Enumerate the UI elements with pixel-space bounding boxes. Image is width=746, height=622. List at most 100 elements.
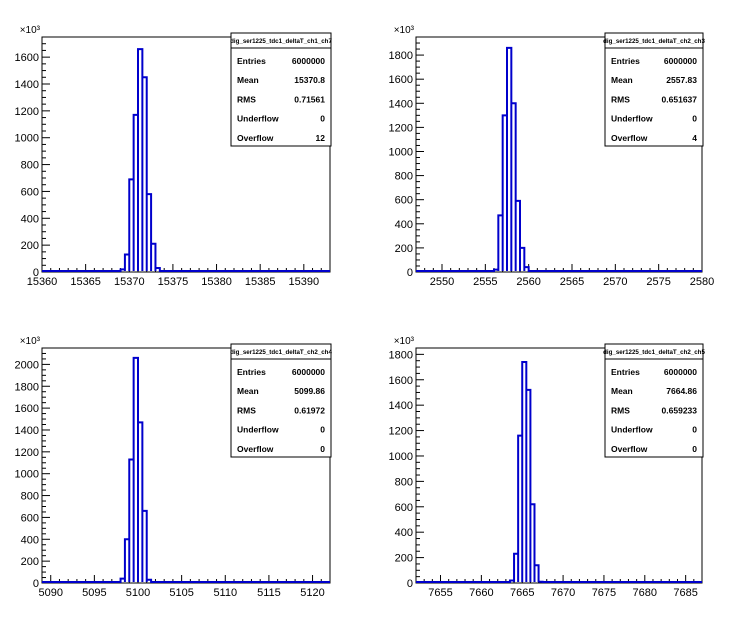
stat-label: Mean	[237, 75, 259, 85]
y-tick-label: 0	[407, 578, 413, 590]
y-tick-label: 0	[407, 267, 413, 279]
y-tick-label: 600	[21, 512, 39, 524]
stat-value: 0.659233	[662, 405, 698, 415]
x-tick-label: 15385	[245, 276, 276, 288]
y-tick-label: 1800	[389, 349, 413, 361]
stats-box: dig_ser1225_tdc1_deltaT_ch2_ch5 Entries 60…	[603, 343, 705, 458]
stat-value: 0	[320, 444, 325, 454]
stat-value: 0	[320, 114, 325, 124]
y-tick-label: 1000	[15, 469, 39, 481]
stat-value: 0	[320, 425, 325, 435]
stat-label: Mean	[611, 386, 633, 396]
y-tick-label: 1400	[389, 400, 413, 412]
y-tick-label: 800	[21, 160, 39, 172]
y-tick-label: 200	[21, 556, 39, 568]
histogram-outline	[416, 46, 702, 272]
x-tick-label: 2560	[516, 276, 540, 288]
stat-label: Underflow	[611, 114, 653, 124]
y-tick-label: 1400	[15, 425, 39, 437]
x-tick-label: 5095	[82, 587, 106, 599]
y-tick-label: 800	[21, 491, 39, 503]
x-tick-label: 7670	[551, 587, 575, 599]
y-tick-label: 1800	[15, 381, 39, 393]
stat-label: Overflow	[611, 444, 648, 454]
x-tick-label: 5115	[257, 587, 281, 599]
stat-label: RMS	[237, 94, 256, 104]
x-tick-label: 7685	[673, 587, 697, 599]
histogram-title: dig_ser1225_tdc1_deltaT_ch1_ch7	[230, 38, 332, 45]
x-tick-label: 7680	[633, 587, 657, 599]
stat-value: 15370.8	[294, 75, 325, 85]
y-multiplier-label: ×10³	[20, 25, 41, 36]
y-tick-label: 1800	[389, 50, 413, 62]
histogram-outline	[416, 360, 702, 583]
x-tick-label: 5105	[169, 587, 193, 599]
stat-value: 12	[316, 133, 326, 143]
y-tick-label: 1000	[389, 146, 413, 158]
y-tick-label: 1600	[15, 52, 39, 64]
y-tick-label: 200	[395, 243, 413, 255]
stat-value: 6000000	[292, 367, 325, 377]
y-tick-label: 600	[395, 502, 413, 514]
x-tick-label: 2565	[560, 276, 584, 288]
y-tick-label: 1000	[15, 133, 39, 145]
y-tick-label: 1400	[15, 79, 39, 91]
x-tick-label: 5100	[126, 587, 150, 599]
y-tick-label: 2000	[15, 359, 39, 371]
stat-label: Underflow	[611, 425, 653, 435]
stats-box-frame	[230, 32, 332, 147]
y-multiplier-label: ×10³	[20, 336, 41, 347]
y-tick-label: 0	[33, 267, 39, 279]
y-tick-label: 200	[395, 553, 413, 565]
y-tick-label: 600	[21, 186, 39, 198]
y-tick-label: 400	[21, 534, 39, 546]
stats-box-frame	[230, 343, 332, 458]
stats-box: dig_ser1225_tdc1_deltaT_ch2_ch4 Entries 60…	[230, 343, 332, 458]
y-tick-label: 1600	[389, 375, 413, 387]
stat-value: 0	[692, 444, 697, 454]
histogram-title: dig_ser1225_tdc1_deltaT_ch2_ch3	[603, 38, 705, 45]
x-tick-label: 15380	[201, 276, 232, 288]
stat-label: Entries	[237, 367, 266, 377]
stat-value: 2557.83	[666, 75, 697, 85]
histogram-pad-1: 0 200 400 600 800 1000 1200 1400 1600 ×10³ 15360 15…	[15, 25, 333, 288]
x-tick-label: 7665	[510, 587, 534, 599]
y-tick-label: 800	[395, 171, 413, 183]
stat-label: Underflow	[237, 425, 279, 435]
stats-box: dig_ser1225_tdc1_deltaT_ch2_ch3 Entries 60…	[603, 32, 705, 147]
stat-value: 0.61972	[294, 405, 325, 415]
y-tick-label: 1200	[389, 426, 413, 438]
x-tick-label: 15375	[158, 276, 189, 288]
y-tick-label: 1400	[389, 98, 413, 110]
stat-value: 0.71561	[294, 94, 325, 104]
y-tick-label: 400	[395, 527, 413, 539]
stat-value: 0	[692, 114, 697, 124]
histogram-title: dig_ser1225_tdc1_deltaT_ch2_ch4	[230, 349, 332, 356]
x-tick-label: 7655	[428, 587, 452, 599]
y-tick-label: 1000	[389, 451, 413, 463]
stat-label: Mean	[611, 75, 633, 85]
stats-box-frame	[604, 343, 704, 458]
x-tick-label: 15370	[114, 276, 145, 288]
stat-value: 6000000	[292, 56, 325, 66]
x-tick-label: 5110	[213, 587, 237, 599]
y-tick-label: 1200	[15, 106, 39, 118]
y-multiplier-label: ×10³	[394, 336, 415, 347]
histogram-outline	[42, 356, 330, 583]
stats-box: dig_ser1225_tdc1_deltaT_ch1_ch7 Entries 60…	[230, 32, 332, 147]
histogram-title: dig_ser1225_tdc1_deltaT_ch2_ch5	[603, 349, 705, 356]
y-tick-label: 400	[395, 219, 413, 231]
histogram-pad-3: 0 200 400 600 800 1000 1200 1400 1600 1800 2000 ×10…	[15, 336, 333, 599]
y-tick-label: 600	[395, 195, 413, 207]
histogram-pad-2: 0 200 400 600 800 1000 1200 1400 1600 1800 ×10³ 255…	[389, 25, 715, 288]
x-tick-label: 2555	[473, 276, 497, 288]
stat-value: 7664.86	[666, 386, 697, 396]
y-multiplier-label: ×10³	[394, 25, 415, 36]
stat-value: 5099.86	[294, 386, 325, 396]
stat-value: 0	[692, 425, 697, 435]
stat-label: Overflow	[237, 444, 274, 454]
y-tick-label: 0	[33, 578, 39, 590]
stats-box-frame	[604, 32, 704, 147]
y-tick-label: 1200	[15, 447, 39, 459]
